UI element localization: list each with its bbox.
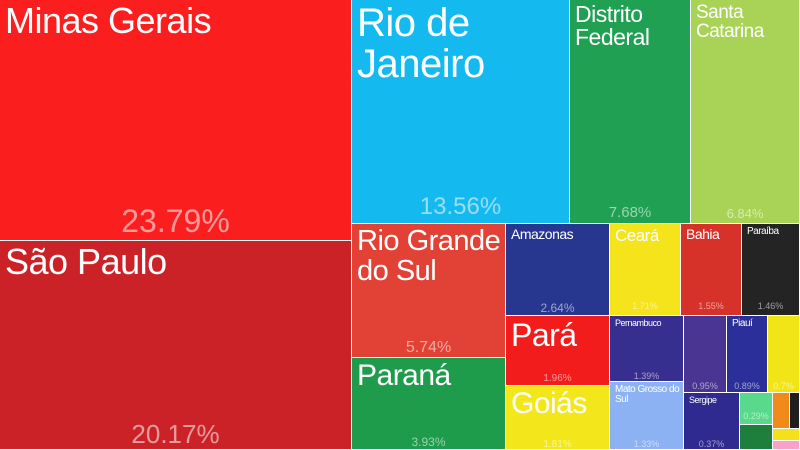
treemap-cell-name: Paraíba: [747, 226, 779, 237]
treemap-cell-sao-paulo: São Paulo 20.17%: [0, 241, 352, 450]
treemap-cell-unlabeled-19: 0.29%: [740, 393, 773, 425]
treemap-cell-name: Mato Grosso do Sul: [615, 384, 680, 406]
treemap-cell-name: Paraná: [357, 359, 451, 392]
treemap-cell-unlabeled-17: 0.7%: [768, 316, 800, 393]
treemap-cell-percent: 3.93%: [411, 435, 446, 449]
treemap-cell-percent: 20.17%: [131, 419, 220, 449]
treemap-cell-name: Bahia: [686, 226, 720, 242]
treemap-cell-name: Distrito Federal: [575, 1, 650, 51]
treemap-cell-percent: 2.64%: [540, 301, 575, 315]
treemap-cell-percent: 1.55%: [698, 301, 724, 311]
treemap-cell-percent: 0.95%: [692, 381, 718, 391]
treemap-cell-percent: 0.29%: [743, 411, 769, 421]
treemap-cell-name: Sergipe: [689, 395, 717, 405]
treemap-cell-goias: Goiás 1.81%: [506, 386, 610, 450]
treemap-cell-name: Piauí: [732, 318, 753, 329]
treemap-cell-sergipe: Sergipe 0.37%: [684, 393, 740, 450]
treemap-cell-parana: Paraná 3.93%: [352, 358, 506, 450]
treemap-cell-mato-grosso-do-sul: Mato Grosso do Sul 1.33%: [610, 382, 684, 450]
treemap-cell-pernambuco: Pernambuco 1.39%: [610, 316, 684, 382]
treemap-cell-percent: 6.84%: [726, 206, 764, 221]
treemap-cell-percent: 1.71%: [632, 301, 658, 311]
treemap-cell-percent: 23.79%: [121, 203, 230, 239]
treemap-cell-unlabeled-23: [773, 429, 800, 441]
treemap-cell-unlabeled-20: [740, 425, 773, 450]
treemap-cell-percent: 1.33%: [633, 439, 660, 449]
treemap-cell-bahia: Bahia 1.55%: [681, 224, 742, 316]
treemap-cell-paraiba: Paraíba 1.46%: [742, 224, 800, 316]
treemap-cell-name: Amazonas: [511, 226, 574, 242]
treemap-cell-rio-de-janeiro: Rio de Janeiro 13.56%: [352, 0, 570, 224]
treemap-cell-piaui: Piauí 0.89%: [727, 316, 768, 393]
treemap-cell-santa-catarina: Santa Catarina 6.84%: [691, 0, 800, 224]
treemap-cell-percent: 1.96%: [543, 373, 572, 384]
treemap-cell-percent: 1.81%: [543, 439, 572, 450]
treemap-cell-unlabeled-21: [773, 393, 790, 429]
treemap-cell-percent: 0.7%: [773, 381, 794, 391]
treemap-cell-percent: 1.46%: [757, 301, 784, 311]
treemap-cell-rio-grande-do-sul: Rio Grande do Sul 5.74%: [352, 224, 506, 358]
treemap-cell-unlabeled-15: 0.95%: [684, 316, 727, 393]
treemap-cell-name: Rio Grande do Sul: [357, 225, 501, 287]
treemap-cell-name: Goiás: [511, 387, 587, 420]
treemap-cell-name: Santa Catarina: [696, 2, 764, 43]
treemap-cell-amazonas: Amazonas 2.64%: [506, 224, 610, 316]
treemap-cell-percent: 0.89%: [734, 381, 760, 391]
treemap-cell-ceara: Ceará 1.71%: [610, 224, 681, 316]
treemap-cell-name: Pernambuco: [615, 318, 662, 328]
treemap-cell-percent: 1.39%: [633, 371, 660, 381]
treemap-cell-percent: 7.68%: [608, 204, 652, 221]
treemap-cell-name: São Paulo: [5, 241, 167, 282]
treemap-cell-name: Minas Gerais: [5, 0, 212, 41]
treemap-cell-name: Rio de Janeiro: [357, 1, 485, 86]
treemap-cell-para: Pará 1.96%: [506, 316, 610, 386]
treemap-cell-name: Pará: [511, 317, 577, 353]
treemap-cell-percent: 5.74%: [405, 339, 452, 356]
treemap-cell-distrito-federal: Distrito Federal 7.68%: [570, 0, 691, 224]
treemap-cell-unlabeled-22: [790, 393, 800, 429]
treemap-cell-minas-gerais: Minas Gerais 23.79%: [0, 0, 352, 241]
treemap-cell-percent: 0.37%: [698, 439, 725, 449]
treemap-cell-percent: 13.56%: [419, 193, 502, 220]
treemap-cell-unlabeled-24: [773, 441, 800, 450]
treemap-cell-name: Ceará: [615, 226, 659, 245]
